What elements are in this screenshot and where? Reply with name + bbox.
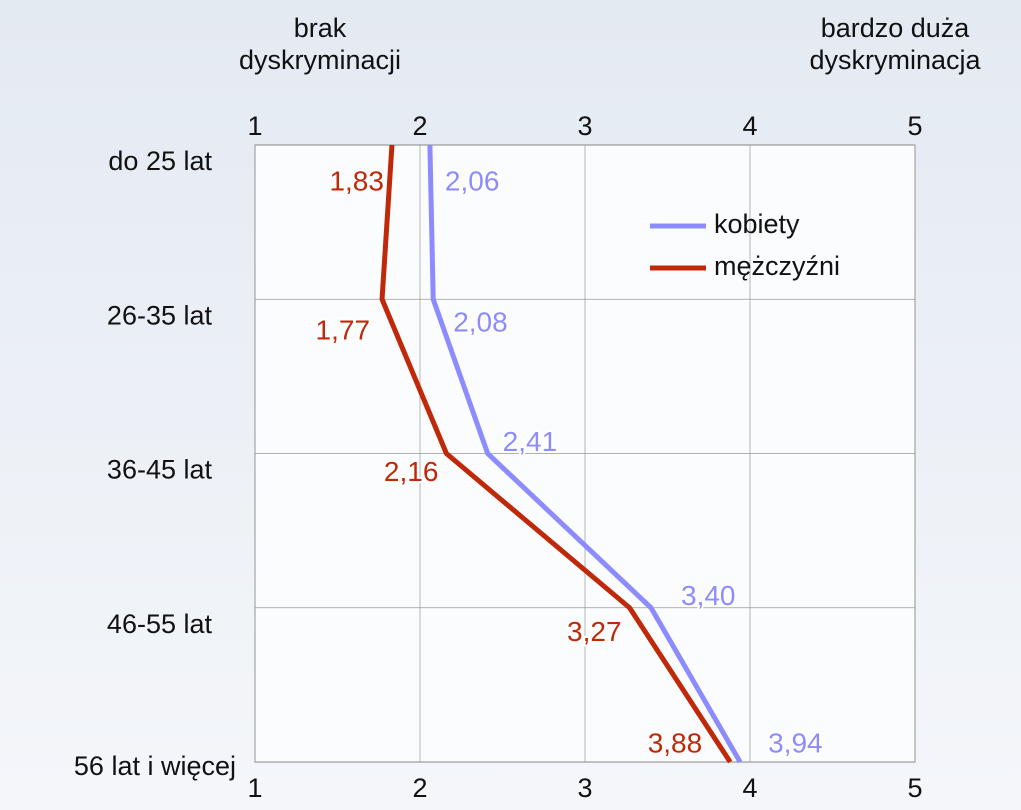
line xyxy=(379,144,733,764)
annotation: brak dyskryminacji xyxy=(238,13,402,75)
x-tick-label: 4 xyxy=(742,111,757,141)
y-tick-label: 36-45 lat xyxy=(107,455,213,485)
data-label: 2,41 xyxy=(503,426,558,457)
x-tick-label: 5 xyxy=(907,111,922,141)
y-tick-label: 26-35 lat xyxy=(107,300,213,330)
x-tick-label: 2 xyxy=(412,773,427,803)
x-tick-label: 3 xyxy=(577,773,592,803)
data-label: 3,94 xyxy=(768,727,823,758)
data-label: 1,83 xyxy=(329,165,384,196)
x-tick-label: 4 xyxy=(742,773,757,803)
data-label: 3,88 xyxy=(648,727,703,758)
x-tick-label: 2 xyxy=(412,111,427,141)
x-tick-label: 5 xyxy=(907,773,922,803)
annotation: bardzo duża dyskryminacja xyxy=(809,13,981,75)
legend-label: kobiety xyxy=(714,209,800,239)
y-tick-label: 56 lat i więcej xyxy=(74,751,236,781)
y-tick-label: do 25 lat xyxy=(108,146,212,176)
x-tick-label: 3 xyxy=(577,111,592,141)
data-label: 2,08 xyxy=(453,307,508,338)
data-label: 3,40 xyxy=(681,580,736,611)
data-label: 2,16 xyxy=(384,456,439,487)
data-label: 3,27 xyxy=(567,616,622,647)
data-label: 1,77 xyxy=(316,315,371,346)
x-tick-label: 1 xyxy=(247,111,262,141)
y-tick-label: 46-55 lat xyxy=(107,609,213,639)
legend-label: mężczyźni xyxy=(714,251,840,281)
line xyxy=(427,144,743,764)
data-label: 2,06 xyxy=(445,165,500,196)
x-tick-label: 1 xyxy=(247,773,262,803)
